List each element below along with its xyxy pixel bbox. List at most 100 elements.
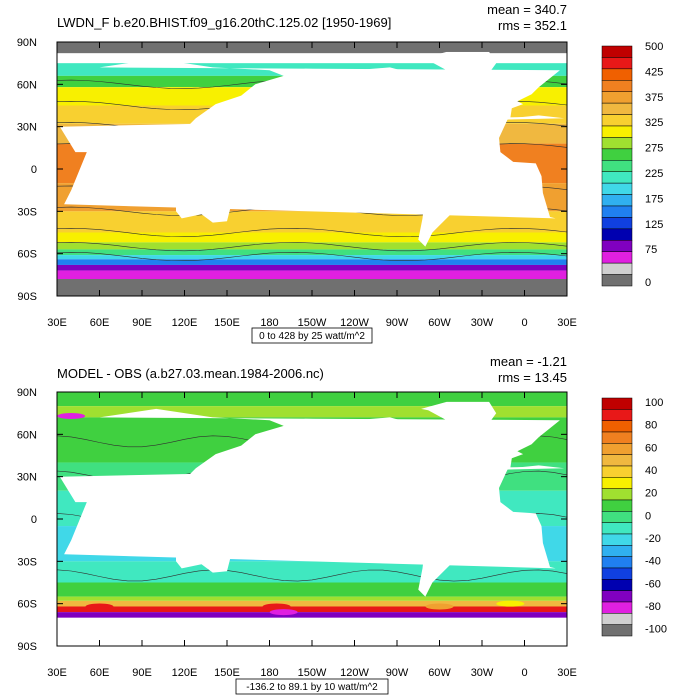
colorbar-swatch bbox=[601, 160, 633, 172]
colorbar-swatch bbox=[601, 488, 633, 501]
x-tick-label: 150W bbox=[298, 317, 327, 329]
y-axis: 90N 60N 30N 0 30S 60S 90S bbox=[17, 387, 567, 653]
colorbar-swatch bbox=[601, 443, 633, 455]
colorbar-swatch bbox=[601, 601, 633, 614]
colorbar-swatch bbox=[601, 228, 633, 241]
colorbar-swatch bbox=[601, 545, 633, 557]
y-tick-label: 90N bbox=[17, 37, 37, 49]
map-field bbox=[57, 392, 567, 646]
x-tick-label: 180 bbox=[260, 317, 278, 329]
colorbar-swatch bbox=[601, 409, 633, 421]
y-axis: 90N 60N 30N 0 30S 60S 90S bbox=[17, 37, 567, 303]
panel-2: 30E 60E 90E 120E 150E 180 150W 120W 90W 60W 30W 0 30… bbox=[17, 354, 667, 695]
colorbar-label: 175 bbox=[645, 193, 663, 205]
x-tick-label: 90W bbox=[386, 317, 409, 329]
colorbar-swatch bbox=[601, 613, 633, 625]
landmass bbox=[421, 51, 497, 85]
colorbar-label: -20 bbox=[645, 533, 661, 545]
x-tick-label: 120E bbox=[172, 317, 198, 329]
x-tick-label: 90E bbox=[132, 317, 152, 329]
colorbar-label: 100 bbox=[645, 397, 663, 409]
colorbar-swatch bbox=[601, 533, 633, 546]
y-tick-label: 0 bbox=[31, 164, 37, 176]
y-tick-label: 60N bbox=[17, 79, 37, 91]
colorbar-label: 40 bbox=[645, 465, 657, 477]
colorbar-label: 60 bbox=[645, 442, 657, 454]
caption: -136.2 to 89.1 by 10 watt/m^2 bbox=[235, 678, 389, 695]
colorbar: 500 425 375 325 275 225 175 125 75 0 bbox=[601, 41, 663, 289]
x-tick-label: 150W bbox=[298, 667, 327, 679]
x-tick-label: 30W bbox=[471, 667, 494, 679]
y-tick-label: 60S bbox=[17, 249, 37, 261]
x-tick-label: 180 bbox=[260, 667, 278, 679]
colorbar-swatch bbox=[601, 45, 633, 58]
colorbar-swatch bbox=[601, 171, 633, 184]
y-tick-label: 90N bbox=[17, 387, 37, 399]
landmass bbox=[286, 67, 447, 158]
stat-rms: rms = 13.45 bbox=[498, 370, 567, 385]
x-tick-label: 90W bbox=[386, 667, 409, 679]
x-tick-label: 120E bbox=[172, 667, 198, 679]
x-tick-label: 90E bbox=[132, 667, 152, 679]
colorbar-swatch bbox=[601, 567, 633, 580]
colorbar-swatch bbox=[601, 262, 633, 275]
colorbar-label: 20 bbox=[645, 488, 657, 500]
landmass bbox=[176, 534, 232, 573]
x-tick-label: 30E bbox=[557, 667, 577, 679]
colorbar-swatch bbox=[601, 57, 633, 70]
landmass bbox=[286, 417, 447, 508]
colorbar-label: 125 bbox=[645, 219, 663, 231]
y-tick-label: 90S bbox=[17, 291, 37, 303]
colorbar-swatch bbox=[601, 240, 633, 252]
x-axis: 30E 60E 90E 120E 150E 180 150W 120W 90W 60W 30W 0 30… bbox=[47, 42, 577, 329]
colorbar-swatch bbox=[601, 102, 633, 115]
colorbar-swatch bbox=[601, 590, 633, 603]
landmass bbox=[421, 401, 497, 435]
colorbar-swatch bbox=[601, 205, 633, 218]
x-tick-label: 120W bbox=[340, 317, 369, 329]
caption-box bbox=[251, 327, 373, 344]
x-tick-label: 30E bbox=[47, 317, 67, 329]
caption-text: -136.2 to 89.1 by 10 watt/m^2 bbox=[246, 682, 378, 693]
colorbar-swatch bbox=[601, 465, 633, 478]
x-tick-label: 150E bbox=[214, 667, 240, 679]
colorbar-swatch bbox=[601, 420, 633, 433]
colorbar-swatch bbox=[601, 114, 633, 127]
colorbar-label: 500 bbox=[645, 41, 663, 53]
map-field bbox=[57, 42, 567, 296]
stat-mean: mean = 340.7 bbox=[487, 2, 567, 17]
colorbar: 100 80 60 40 20 0 -20 -40 -60 -80 -100 bbox=[601, 397, 667, 637]
caption-text: 0 to 428 by 25 watt/m^2 bbox=[259, 331, 365, 342]
y-tick-label: 30N bbox=[17, 122, 37, 134]
landmass bbox=[64, 408, 565, 517]
y-tick-label: 0 bbox=[31, 514, 37, 526]
colorbar-swatch bbox=[601, 397, 633, 410]
colorbar-swatch bbox=[601, 477, 633, 489]
caption: 0 to 428 by 25 watt/m^2 bbox=[251, 327, 373, 344]
y-tick-label: 90S bbox=[17, 641, 37, 653]
x-tick-label: 30E bbox=[47, 667, 67, 679]
x-tick-label: 120W bbox=[340, 667, 369, 679]
x-axis: 30E 60E 90E 120E 150E 180 150W 120W 90W 60W 30W 0 30… bbox=[47, 392, 577, 679]
colorbar-swatch bbox=[601, 454, 633, 467]
colorbar-swatch bbox=[601, 68, 633, 81]
x-tick-label: 60E bbox=[90, 317, 110, 329]
colorbar-swatch bbox=[601, 194, 633, 207]
landmass bbox=[409, 502, 475, 597]
y-tick-label: 30S bbox=[17, 556, 37, 568]
colorbar-swatch bbox=[601, 431, 633, 444]
stat-rms: rms = 352.1 bbox=[498, 18, 567, 33]
y-tick-label: 60S bbox=[17, 599, 37, 611]
chart-title: LWDN_F b.e20.BHIST.f09_g16.20thC.125.02 … bbox=[57, 15, 391, 30]
colorbar-label: -80 bbox=[645, 601, 661, 613]
y-tick-label: 60N bbox=[17, 429, 37, 441]
panel-1: 30E 60E 90E 120E 150E 180 150W 120W 90W 60W 30W 0 30… bbox=[17, 2, 663, 344]
x-tick-label: 60W bbox=[428, 317, 451, 329]
colorbar-label: -60 bbox=[645, 578, 661, 590]
colorbar-swatch bbox=[601, 556, 633, 569]
x-tick-label: 30W bbox=[471, 317, 494, 329]
colorbar-swatch bbox=[601, 511, 633, 523]
x-tick-label: 60E bbox=[90, 667, 110, 679]
landmass bbox=[64, 58, 565, 167]
